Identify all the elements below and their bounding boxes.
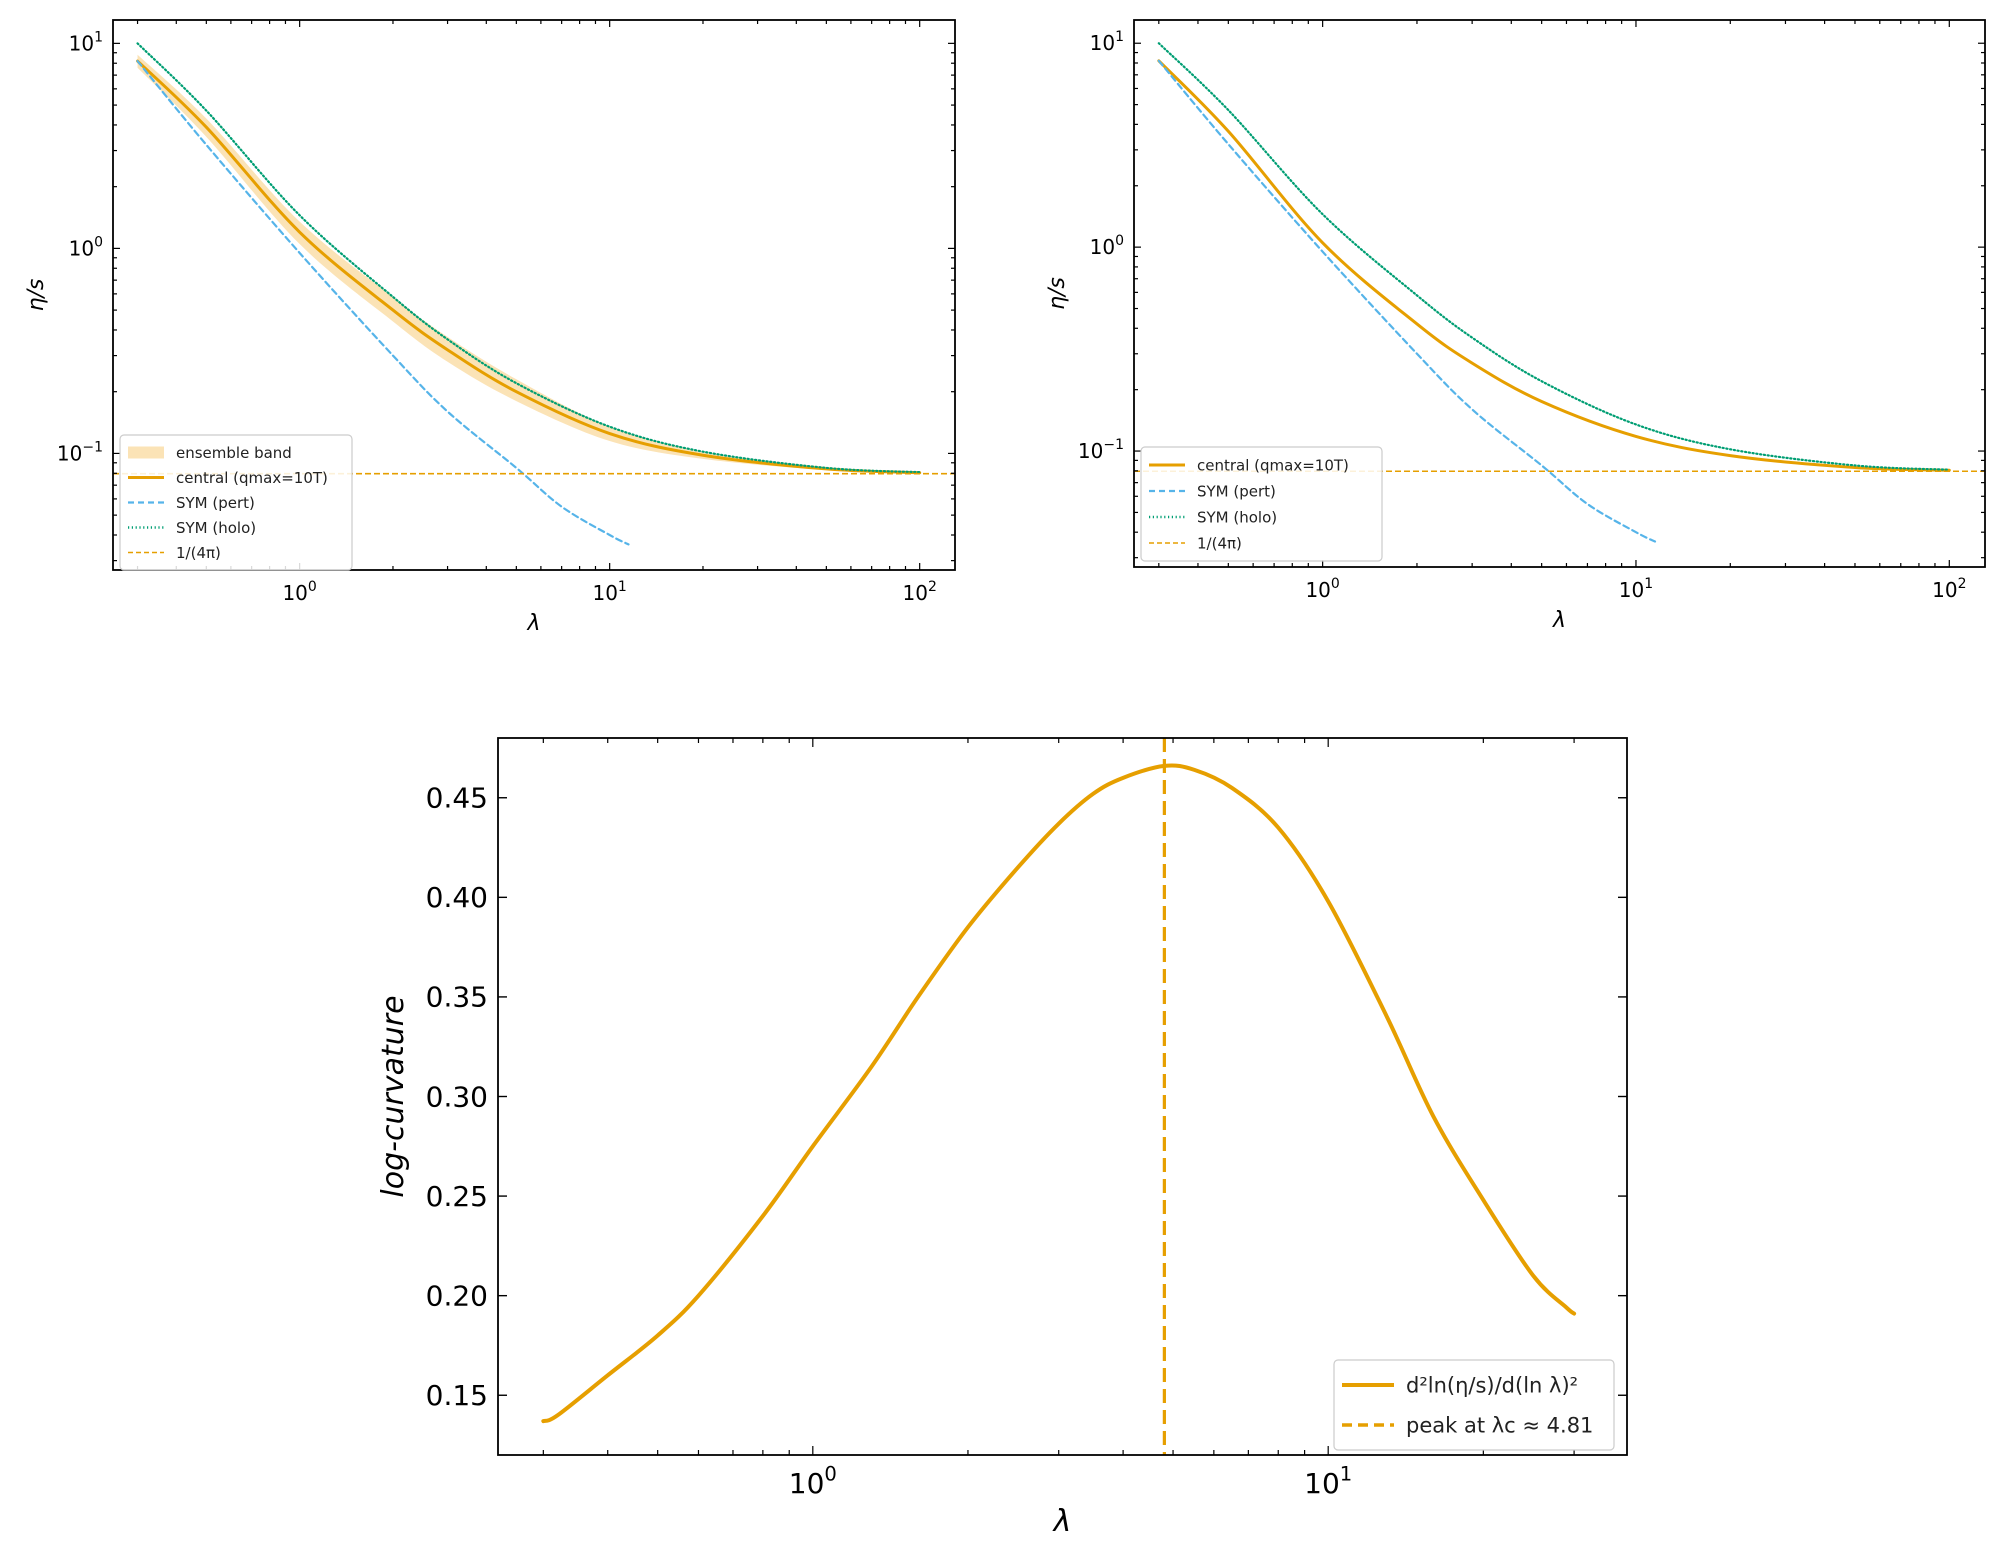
- y-axis-label: log-curvature: [376, 995, 411, 1197]
- legend-label: central (qmax=10T): [1197, 456, 1349, 474]
- central-line: [1157, 59, 1951, 472]
- plot-area: [1134, 42, 1985, 543]
- x-tick-label: 101: [1304, 1462, 1352, 1500]
- y-tick-label: 0.45: [426, 782, 488, 815]
- legend-label: ensemble band: [176, 444, 292, 462]
- y-tick-label: 0.25: [426, 1180, 488, 1213]
- y-tick-label: 0.30: [426, 1080, 488, 1113]
- x-tick-label: 100: [789, 1462, 837, 1500]
- legend-box: [1333, 1359, 1615, 1451]
- y-tick-label: 100: [69, 234, 103, 260]
- legend-label: d²ln(η/s)/d(ln λ)²: [1406, 1373, 1578, 1397]
- axes-frame: [112, 19, 956, 571]
- sym-pert-line: [136, 59, 630, 546]
- y-axis-label: η/s: [24, 279, 49, 312]
- sym-holo-line: [1157, 42, 1951, 471]
- legend-box: [1140, 446, 1383, 562]
- x-axis-label: λ: [526, 611, 540, 636]
- sym-pert-line: [1157, 59, 1657, 543]
- legend-label: 1/(4π): [176, 544, 221, 562]
- legend: ensemble band central (qmax=10T) SYM (pert…: [119, 434, 353, 571]
- legend-label: SYM (holo): [1197, 508, 1277, 526]
- legend-label: peak at λc ≈ 4.81: [1406, 1413, 1593, 1437]
- y-tick-label: 0.40: [426, 881, 488, 914]
- y-tick-label: 101: [1090, 29, 1124, 55]
- legend: central (qmax=10T) SYM (pert) SYM (holo) 1/…: [1140, 446, 1383, 562]
- curvature-line: [541, 763, 1577, 1424]
- central-line: [136, 59, 922, 475]
- ensemble-band: [137, 54, 920, 474]
- x-axis-label: λ: [1052, 1504, 1072, 1539]
- axes-frame: [497, 737, 1628, 1456]
- x-tick-label: 101: [1619, 576, 1653, 602]
- x-tick-label: 102: [1932, 576, 1966, 602]
- legend: d²ln(η/s)/d(ln λ)² peak at λc ≈ 4.81: [1333, 1359, 1615, 1451]
- x-tick-label: 102: [902, 579, 936, 605]
- top-right-panel: 100 101 102 10−1 100 101 λ η/s central (qmax=10T…: [1045, 19, 1986, 633]
- legend-label: central (qmax=10T): [176, 469, 328, 487]
- legend-label: SYM (pert): [1197, 482, 1276, 500]
- x-axis-label: λ: [1552, 608, 1566, 633]
- y-tick-label: 100: [1090, 233, 1124, 259]
- sym-holo-line: [136, 42, 921, 474]
- axes-frame: [1133, 19, 1986, 568]
- x-tick-label: 100: [282, 579, 316, 605]
- legend-box: [119, 434, 353, 571]
- plot-area: [541, 738, 1577, 1455]
- legend-label: 1/(4π): [1197, 534, 1242, 552]
- y-tick-label: 0.35: [426, 981, 488, 1014]
- y-tick-label: 0.15: [426, 1379, 488, 1412]
- top-left-panel: 100 101 102 10−1 100 101 λ η/s ensemble band cent…: [24, 19, 956, 636]
- y-axis-label: η/s: [1045, 277, 1070, 310]
- legend-label: SYM (pert): [176, 494, 255, 512]
- y-tick-label: 10−1: [57, 439, 103, 465]
- bottom-panel: 100 101 0.15 0.20 0.25 0.30 0.35 0.40 0.45 λ log-c…: [376, 737, 1628, 1539]
- x-tick-label: 101: [592, 579, 626, 605]
- legend-swatch-band: [128, 446, 164, 459]
- y-tick-label: 101: [69, 29, 103, 55]
- y-tick-label: 10−1: [1078, 437, 1124, 463]
- legend-label: SYM (holo): [176, 519, 256, 537]
- y-tick-label: 0.20: [426, 1279, 488, 1312]
- x-tick-label: 100: [1305, 576, 1339, 602]
